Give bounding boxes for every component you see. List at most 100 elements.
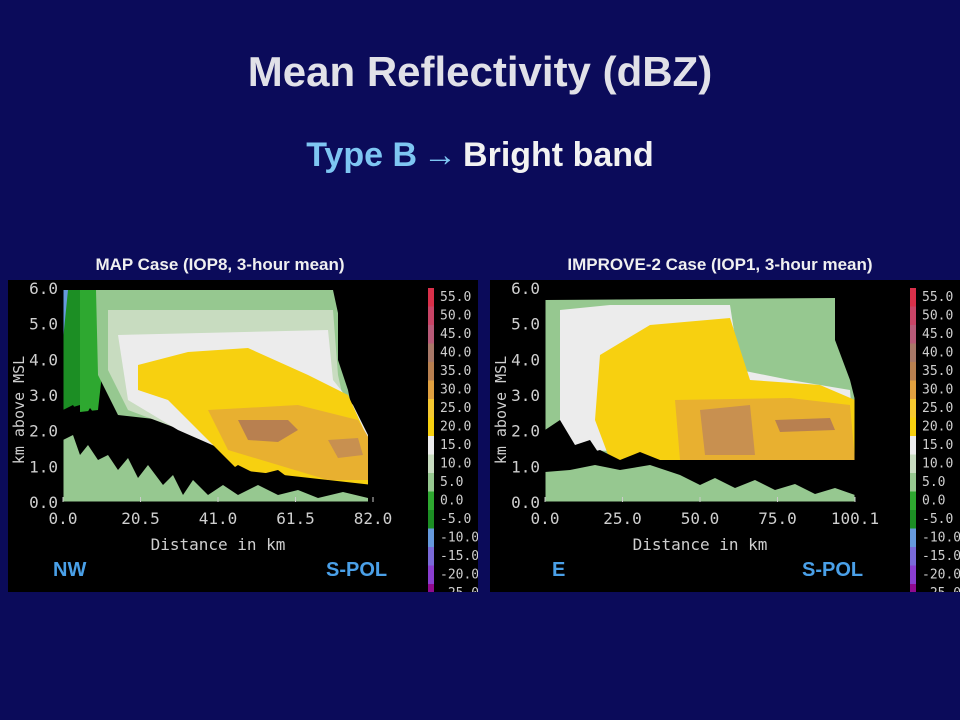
x-tick-label: 0.0 — [49, 509, 78, 528]
terrain-green — [545, 465, 855, 502]
colorbar-label: 15.0 — [922, 438, 953, 453]
colorbar-swatch — [428, 362, 434, 381]
right-direction-label: S-POL — [802, 559, 863, 581]
colorbar-label: 35.0 — [440, 364, 471, 379]
field-blocked-right — [835, 298, 855, 400]
colorbar-swatch — [428, 584, 434, 592]
colorbar-label: -20.0 — [922, 568, 960, 583]
field-brown — [238, 420, 298, 442]
colorbar-swatch — [910, 565, 916, 584]
colorbar-swatch — [428, 399, 434, 418]
chart-svg-map: 0.0 20.5 41.0 61.5 82.0 0.0 1.0 2.0 3.0 4.0 5.0 6.0… — [8, 280, 478, 592]
colorbar-swatch — [428, 325, 434, 344]
colorbar-label: 20.0 — [922, 420, 953, 435]
y-axis-title: km above MSL — [492, 356, 510, 464]
x-axis-title: Distance in km — [633, 535, 768, 554]
colorbar-label: 0.0 — [440, 494, 463, 509]
chart-panel-map: 0.0 20.5 41.0 61.5 82.0 0.0 1.0 2.0 3.0 4.0 5.0 6.0… — [8, 280, 478, 592]
colorbar-improve: 55.0 50.0 45.0 40.0 35.0 30.0 25.0 20.0 15.0 10.0… — [910, 288, 960, 592]
colorbar-label: -10.0 — [922, 531, 960, 546]
colorbar-swatch — [910, 510, 916, 529]
y-tick-label: 0.0 — [511, 493, 540, 512]
page-title: Mean Reflectivity (dBZ) — [247, 48, 713, 95]
colorbar-swatch — [910, 436, 916, 455]
colorbar-swatch — [910, 528, 916, 547]
x-tick-label: 0.0 — [531, 509, 560, 528]
colorbar-swatch — [428, 417, 434, 436]
colorbar-label: 50.0 — [440, 309, 471, 324]
y-tick-label: 1.0 — [29, 457, 58, 476]
colorbar-swatch — [428, 454, 434, 473]
left-direction-label: E — [552, 559, 565, 581]
colorbar-swatch — [428, 528, 434, 547]
field-brown-2 — [328, 438, 363, 458]
colorbar-label: 45.0 — [440, 327, 471, 342]
reflectivity-field-map — [63, 290, 373, 502]
colorbar-label: 15.0 — [440, 438, 471, 453]
colorbar-swatch — [910, 454, 916, 473]
y-tick-label: 0.0 — [29, 493, 58, 512]
y-tick-label: 3.0 — [511, 386, 540, 405]
colorbar-label: 40.0 — [440, 346, 471, 361]
x-tick-label: 20.5 — [121, 509, 160, 528]
colorbar-label: -20.0 — [440, 568, 478, 583]
y-tick-label: 4.0 — [511, 350, 540, 369]
y-tick-label: 6.0 — [29, 280, 58, 298]
colorbar-label: 0.0 — [922, 494, 945, 509]
colorbar-swatch — [910, 288, 916, 307]
colorbar-label: 30.0 — [922, 383, 953, 398]
y-tick-label: 1.0 — [511, 457, 540, 476]
y-tick-label: 3.0 — [29, 386, 58, 405]
y-tick-label: 4.0 — [29, 350, 58, 369]
y-tick-label: 5.0 — [511, 315, 540, 334]
colorbar-label: 10.0 — [922, 457, 953, 472]
x-axis-title: Distance in km — [151, 535, 286, 554]
y-axis-title: km above MSL — [10, 356, 28, 464]
x-tick-label: 50.0 — [681, 509, 720, 528]
colorbar-swatch — [910, 399, 916, 418]
colorbar-swatch — [910, 306, 916, 325]
left-direction-label: NW — [53, 559, 86, 581]
x-tick-label: 61.5 — [276, 509, 315, 528]
y-tick-label: 6.0 — [511, 280, 540, 298]
colorbar-swatch — [428, 547, 434, 566]
x-tick-label: 41.0 — [199, 509, 238, 528]
colorbar-swatch — [910, 491, 916, 510]
colorbar-label: 40.0 — [922, 346, 953, 361]
page-subtitle: Type B → Bright band — [0, 136, 960, 175]
colorbar-swatch — [428, 436, 434, 455]
colorbar-label: 45.0 — [922, 327, 953, 342]
colorbar-label: -5.0 — [440, 512, 471, 527]
colorbar-swatch — [910, 343, 916, 362]
colorbar-label: -5.0 — [922, 512, 953, 527]
colorbar-swatch — [428, 306, 434, 325]
y-tick-label: 2.0 — [29, 422, 58, 441]
panel-title-map: MAP Case (IOP8, 3-hour mean) — [95, 255, 345, 274]
subtitle-band: Bright band — [463, 136, 654, 174]
x-tick-label: 82.0 — [354, 509, 393, 528]
colorbar-swatch — [910, 584, 916, 592]
colorbar-swatch — [428, 288, 434, 307]
colorbar-swatch — [910, 473, 916, 492]
subtitle-type: Type B — [306, 136, 418, 174]
colorbar-label: 10.0 — [440, 457, 471, 472]
field-brown-2 — [775, 418, 835, 432]
axes-improve: 0.0 25.0 50.0 75.0 100.1 0.0 1.0 2.0 3.0 4.0 5.0 6.… — [492, 280, 879, 554]
colorbar-swatch — [428, 473, 434, 492]
field-blocked-right — [333, 290, 373, 502]
axes-map: 0.0 20.5 41.0 61.5 82.0 0.0 1.0 2.0 3.0 4.0 5.0 6.0… — [10, 280, 392, 554]
reflectivity-field-improve — [545, 298, 855, 502]
colorbar-swatch — [910, 362, 916, 381]
colorbar-swatch — [910, 380, 916, 399]
colorbar-label: -25.0 — [440, 586, 478, 592]
terrain-green — [63, 435, 368, 502]
chart-svg-improve: 0.0 25.0 50.0 75.0 100.1 0.0 1.0 2.0 3.0 4.0 5.0 6.… — [490, 280, 960, 592]
colorbar-label: 55.0 — [440, 290, 471, 305]
colorbar-label: 25.0 — [922, 401, 953, 416]
x-tick-label: 100.1 — [831, 509, 879, 528]
arrow-right-icon: → — [423, 136, 458, 174]
colorbar-label: 20.0 — [440, 420, 471, 435]
colorbar-map: 55.0 50.0 45.0 40.0 35.0 30.0 25.0 20.0 15.0 10.0… — [428, 288, 478, 592]
colorbar-swatch — [910, 325, 916, 344]
colorbar-swatch — [428, 565, 434, 584]
